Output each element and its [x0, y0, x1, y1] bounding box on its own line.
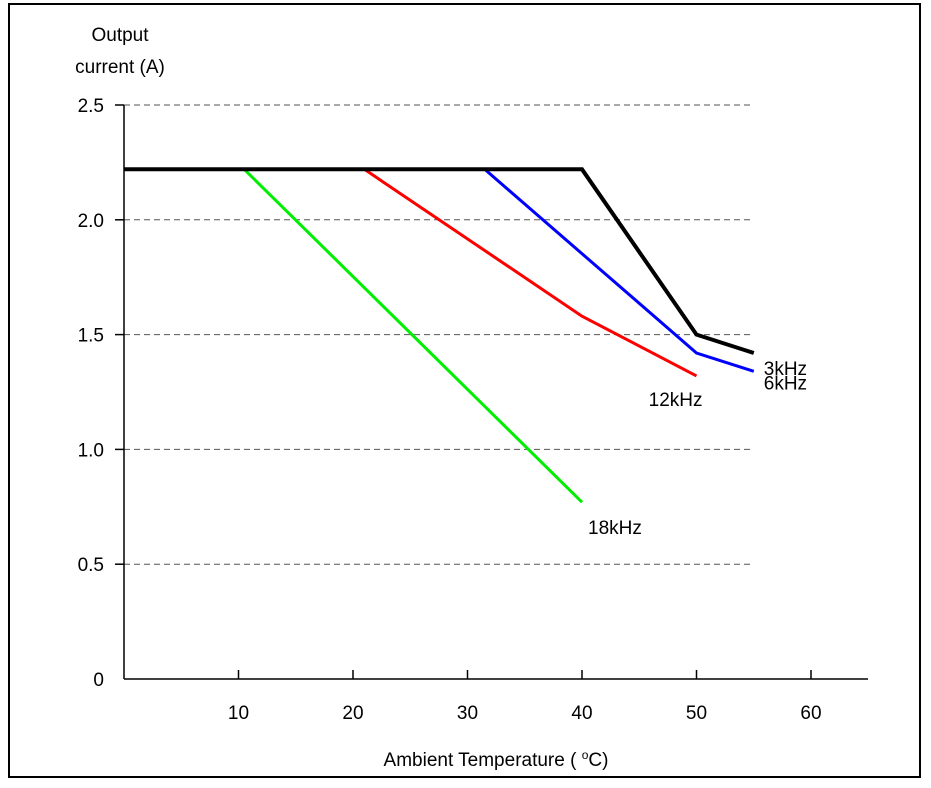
series-line-6khz [483, 168, 755, 373]
chart-frame [8, 3, 921, 778]
grid-lines [124, 104, 754, 565]
x-tick-label: 60 [800, 703, 821, 724]
y-tick-label: 0.5 [78, 555, 104, 576]
tick-labels: 0 0.5 1.0 1.5 2.0 2.5 10 20 30 40 50 60 [78, 96, 822, 724]
x-tick-label: 20 [342, 703, 363, 724]
series-line-18khz [243, 168, 584, 504]
y-tick-label: 0 [93, 670, 104, 691]
x-axis-label-prefix: Ambient Temperature ( [384, 750, 582, 771]
y-axis-label-line-2: current (A) [75, 57, 165, 78]
series-lines [124, 167, 755, 504]
x-axis-label-degree: o [582, 748, 589, 762]
y-tick-label: 2.0 [78, 211, 104, 232]
x-axis-label: Ambient Temperature ( oC) [384, 748, 609, 771]
series-label-6khz: 6kHz [764, 373, 807, 394]
x-axis-label-suffix: C) [588, 750, 608, 771]
y-tick-label: 1.0 [78, 440, 104, 461]
x-tick-label: 50 [686, 703, 707, 724]
series-line-3khz [124, 167, 755, 355]
series-line-12khz [363, 168, 698, 378]
x-tick-label: 40 [571, 703, 592, 724]
x-tick-label: 10 [228, 703, 249, 724]
series-label-12khz: 12kHz [649, 390, 703, 411]
x-tick-label: 30 [457, 703, 478, 724]
y-tick-label: 2.5 [78, 96, 104, 117]
series-label-3khz: 3kHz [764, 359, 807, 380]
axes [123, 105, 868, 680]
series-label-18khz: 18kHz [588, 518, 642, 539]
y-axis-label-line-1: Output [91, 25, 149, 46]
y-tick-label: 1.5 [78, 326, 104, 347]
